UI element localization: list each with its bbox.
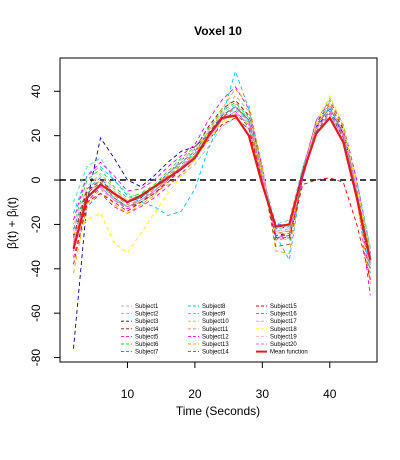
y-tick-label: -40 [29,260,43,278]
x-axis: 10 20 30 40 [121,361,337,401]
series-line-subject11 [73,103,371,267]
y-axis-label: β(t) + βᵢ(t) [5,197,19,249]
legend-label: Mean function [270,350,308,356]
legend-label: Subject3 [135,319,159,325]
y-tick-label: 0 [29,176,43,183]
y-tick-label: -80 [29,349,43,367]
legend-label: Subject16 [270,312,297,318]
legend-label: Subject2 [135,312,159,318]
legend-label: Subject18 [270,327,297,333]
y-tick-label: -60 [29,304,43,322]
legend-label: Subject1 [135,304,159,310]
series-line-subject5 [73,105,371,280]
series-line-subject9 [73,104,371,263]
legend-label: Subject9 [202,312,226,318]
chart-title: Voxel 10 [194,24,242,38]
y-tick-label: 40 [29,84,43,98]
legend-label: Subject13 [202,342,229,348]
legend-label: Subject19 [270,334,297,340]
series-line-subject1 [73,114,371,260]
series-line-subject20 [73,110,371,263]
x-tick-label: 30 [256,387,270,401]
series-line-subject12 [73,110,371,296]
y-axis: -80 -60 -40 -20 0 20 40 [29,84,61,367]
y-tick-label: -20 [29,215,43,233]
series-line-subject2 [73,108,371,247]
series-layer [72,69,372,349]
x-axis-label: Time (Seconds) [176,404,260,418]
legend-label: Subject12 [202,334,229,340]
x-tick-label: 10 [121,387,135,401]
x-tick-label: 40 [323,387,337,401]
legend-label: Subject15 [270,304,297,310]
series-line-subject8 [73,69,371,274]
legend-label: Subject10 [202,319,229,325]
legend-label: Subject11 [202,327,229,333]
legend-label: Subject14 [202,350,229,356]
legend-label: Subject4 [135,327,159,333]
series-line-subject19 [73,104,371,252]
legend-label: Subject5 [135,334,159,340]
series-line-subject15 [73,117,371,281]
legend-label: Subject8 [202,304,226,310]
legend-label: Subject6 [135,342,159,348]
x-tick-label: 20 [188,387,202,401]
series-line-subject17 [73,110,371,265]
legend-label: Subject20 [270,342,297,348]
mean-function-line [72,114,372,261]
legend-label: Subject7 [135,350,159,356]
series-line-subject18 [73,94,371,256]
y-tick-label: 20 [29,129,43,143]
legend-label: Subject17 [270,319,297,325]
